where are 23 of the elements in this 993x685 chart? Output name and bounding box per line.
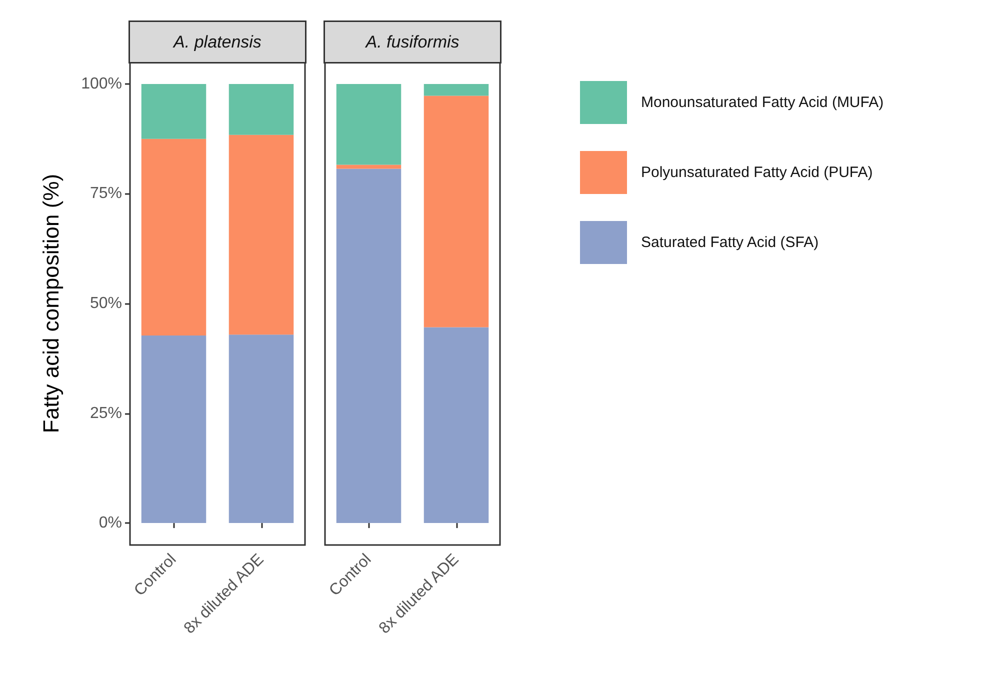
bar (424, 96, 489, 328)
bar (336, 164, 402, 169)
text: Polyunsaturated Fatty Acid (PUFA) (641, 164, 873, 181)
chart-title: A. fusiformis (364, 32, 460, 52)
y-tick-label: 100% (81, 75, 122, 92)
bar (336, 84, 402, 165)
y-axis-title: Fatty acid composition (%) (38, 174, 64, 434)
bar (228, 84, 294, 135)
bar (141, 336, 206, 524)
bar (228, 134, 294, 335)
y-tick-label: 25% (90, 404, 122, 422)
bar (228, 334, 294, 524)
bar (141, 138, 206, 336)
y-tick-label: 50% (90, 295, 122, 312)
bar (336, 168, 402, 524)
text: Saturated Fatty Acid (SFA) (641, 234, 819, 251)
chart-title: A. platensis (172, 32, 262, 52)
text: Monounsaturated Fatty Acid (MUFA) (641, 94, 884, 111)
y-tick-label: 0% (98, 514, 122, 532)
bar (424, 84, 489, 96)
bar (424, 327, 489, 524)
y-tick-label: 75% (90, 185, 122, 202)
bar (141, 84, 206, 139)
